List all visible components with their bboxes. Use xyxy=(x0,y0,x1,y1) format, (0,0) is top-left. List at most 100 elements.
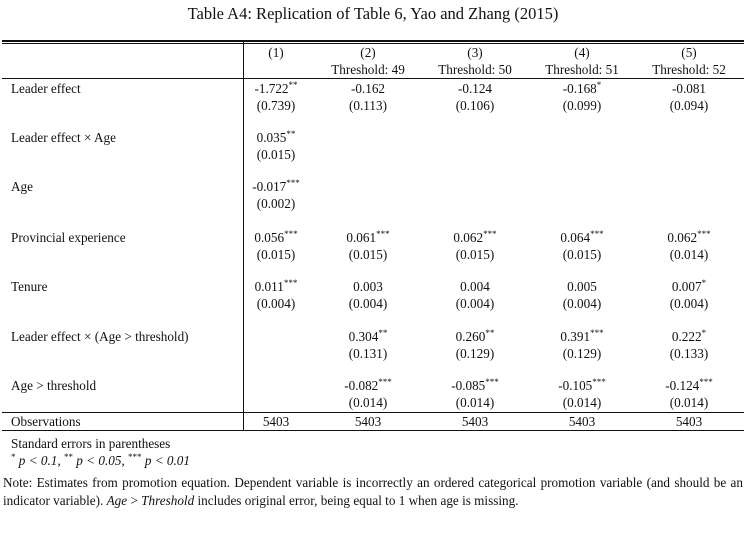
coefficient: -0.168* xyxy=(530,80,634,97)
standard-error: (0.002) xyxy=(256,196,296,211)
coef-value: 0.007 xyxy=(671,279,702,294)
significance-stars: *** xyxy=(590,328,604,338)
column-number: (3) xyxy=(467,45,483,60)
significance-stars: *** xyxy=(378,377,392,387)
coefficient: -0.017*** xyxy=(224,178,328,195)
coefficient: -0.124*** xyxy=(637,377,741,394)
coefficient: 0.222* xyxy=(637,328,741,345)
standard-error: (0.014) xyxy=(669,395,709,410)
observations-value: 5403 xyxy=(568,414,596,429)
observations-value: 5403 xyxy=(262,414,290,429)
significance-stars: ** xyxy=(286,129,296,139)
table-note: Note: Estimates from promotion equation.… xyxy=(3,474,743,509)
p-note-2: p < 0.05, xyxy=(76,453,125,468)
coefficient: 0.061*** xyxy=(316,229,420,246)
coef-value: 0.064 xyxy=(560,230,591,245)
coef-value: -0.085 xyxy=(451,378,486,393)
significance-stars: *** xyxy=(284,229,298,239)
se-note: Standard errors in parentheses xyxy=(11,436,171,451)
standard-error: (0.015) xyxy=(348,247,388,262)
standard-error: (0.739) xyxy=(256,98,296,113)
significance-stars: * xyxy=(701,328,707,338)
coef-value: 0.260 xyxy=(455,329,486,344)
row-label: Leader effect xyxy=(11,81,81,96)
significance-stars: *** xyxy=(697,229,711,239)
standard-error: (0.014) xyxy=(455,395,495,410)
bottom-rule xyxy=(2,430,744,431)
row-label: Age xyxy=(11,179,33,194)
observations-label: Observations xyxy=(11,414,81,429)
row-label: Leader effect × (Age > threshold) xyxy=(11,329,189,344)
coef-value: 0.304 xyxy=(348,329,379,344)
column-threshold: Threshold: 52 xyxy=(652,62,726,77)
standard-error: (0.131) xyxy=(348,346,388,361)
coefficient: 0.064*** xyxy=(530,229,634,246)
row-label: Tenure xyxy=(11,279,48,294)
standard-error: (0.014) xyxy=(669,247,709,262)
coefficient: 0.035** xyxy=(224,129,328,146)
coefficient: -0.085*** xyxy=(423,377,527,394)
obs-rule xyxy=(2,412,744,413)
coef-value: 0.222 xyxy=(671,329,702,344)
coefficient: 0.003 xyxy=(316,278,420,295)
significance-stars: *** xyxy=(699,377,713,387)
coef-value: -0.081 xyxy=(671,81,707,96)
observations-value: 5403 xyxy=(461,414,489,429)
coefficient: 0.011*** xyxy=(224,278,328,295)
coef-value: -0.168 xyxy=(562,81,597,96)
standard-error: (0.129) xyxy=(562,346,602,361)
coefficient: -0.105*** xyxy=(530,377,634,394)
significance-stars: ** xyxy=(288,80,298,90)
note-part1: Note: Estimates from promotion equation.… xyxy=(3,475,743,508)
note-threshold: Threshold xyxy=(141,492,195,508)
coefficient: 0.007* xyxy=(637,278,741,295)
top-rule-2 xyxy=(2,43,744,44)
observations-value: 5403 xyxy=(675,414,703,429)
standard-error: (0.014) xyxy=(562,395,602,410)
note-gt: > xyxy=(127,492,142,508)
standard-error: (0.099) xyxy=(562,98,602,113)
coef-value: 0.061 xyxy=(346,230,377,245)
significance-stars: ** xyxy=(378,328,388,338)
column-threshold: Threshold: 50 xyxy=(438,62,512,77)
coef-value: 0.035 xyxy=(256,130,287,145)
row-label: Leader effect × Age xyxy=(11,130,116,145)
column-number: (1) xyxy=(268,45,284,60)
note-age: Age xyxy=(106,492,128,508)
note-part2: includes original error, being equal to … xyxy=(194,492,519,508)
column-number: (5) xyxy=(681,45,697,60)
top-rule xyxy=(2,40,744,42)
coef-value: -0.124 xyxy=(457,81,493,96)
coefficient: -1.722** xyxy=(224,80,328,97)
standard-error: (0.015) xyxy=(256,247,296,262)
significance-stars: * xyxy=(701,278,707,288)
coefficient: 0.005 xyxy=(530,278,634,295)
standard-error: (0.113) xyxy=(349,98,387,113)
coefficient: -0.082*** xyxy=(316,377,420,394)
column-threshold: Threshold: 49 xyxy=(331,62,405,77)
row-label: Age > threshold xyxy=(11,378,97,393)
significance-stars: *** xyxy=(283,278,298,288)
standard-error: (0.004) xyxy=(455,296,495,311)
coefficient: 0.062*** xyxy=(423,229,527,246)
coef-value: -0.017 xyxy=(252,179,287,194)
coef-value: -1.722 xyxy=(254,81,289,96)
pvalue-footnote: * p < 0.1, ** p < 0.05, *** p < 0.01 xyxy=(11,452,190,469)
column-number: (4) xyxy=(574,45,590,60)
coefficient: -0.124 xyxy=(423,80,527,97)
column-separator xyxy=(243,40,244,431)
coef-value: -0.082 xyxy=(344,378,379,393)
coef-value: 0.004 xyxy=(460,279,490,294)
standard-error: (0.014) xyxy=(348,395,388,410)
coefficient: -0.162 xyxy=(316,80,420,97)
p-note-3: p < 0.01 xyxy=(144,453,190,468)
coef-value: 0.062 xyxy=(667,230,698,245)
coef-value: 0.062 xyxy=(453,230,484,245)
se-footnote: Standard errors in parentheses xyxy=(11,435,746,453)
standard-error: (0.004) xyxy=(562,296,602,311)
standard-error: (0.106) xyxy=(455,98,495,113)
standard-error: (0.015) xyxy=(562,247,602,262)
significance-stars: * xyxy=(596,80,602,90)
standard-error: (0.004) xyxy=(669,296,709,311)
standard-error: (0.004) xyxy=(256,296,296,311)
